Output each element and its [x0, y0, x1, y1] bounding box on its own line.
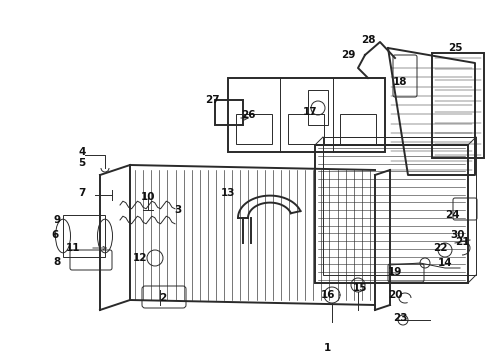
Text: 24: 24 — [445, 210, 459, 220]
Text: 19: 19 — [388, 267, 402, 277]
Bar — [340, 114, 376, 144]
Text: 29: 29 — [341, 50, 355, 60]
Bar — [215, 100, 243, 125]
Text: 13: 13 — [221, 188, 235, 198]
Text: 17: 17 — [303, 107, 318, 117]
Text: 27: 27 — [205, 95, 220, 105]
Text: 16: 16 — [321, 290, 335, 300]
Text: 12: 12 — [133, 253, 147, 263]
Text: 30: 30 — [451, 230, 465, 240]
Bar — [308, 90, 328, 125]
Text: 10: 10 — [141, 192, 155, 202]
Bar — [288, 114, 324, 144]
Text: 23: 23 — [393, 313, 407, 323]
Bar — [323, 137, 476, 275]
Text: 11: 11 — [66, 243, 80, 253]
Text: 14: 14 — [438, 258, 452, 268]
Text: 21: 21 — [455, 237, 469, 247]
Text: 4: 4 — [78, 147, 86, 157]
Text: 2: 2 — [159, 293, 167, 303]
Text: 20: 20 — [388, 290, 402, 300]
Bar — [63, 215, 105, 257]
Text: 8: 8 — [53, 257, 61, 267]
Text: 9: 9 — [53, 215, 61, 225]
Text: 26: 26 — [241, 110, 255, 120]
Text: 25: 25 — [448, 43, 462, 53]
Text: 15: 15 — [353, 283, 367, 293]
Text: 6: 6 — [51, 230, 59, 240]
Text: 7: 7 — [78, 188, 86, 198]
Text: 1: 1 — [323, 343, 331, 353]
Text: 5: 5 — [78, 158, 86, 168]
Text: 18: 18 — [393, 77, 407, 87]
Bar — [315, 145, 468, 283]
Text: 3: 3 — [174, 205, 182, 215]
Bar — [236, 114, 272, 144]
Bar — [228, 78, 385, 152]
Text: 22: 22 — [433, 243, 447, 253]
Bar — [432, 53, 484, 158]
Text: 28: 28 — [361, 35, 375, 45]
